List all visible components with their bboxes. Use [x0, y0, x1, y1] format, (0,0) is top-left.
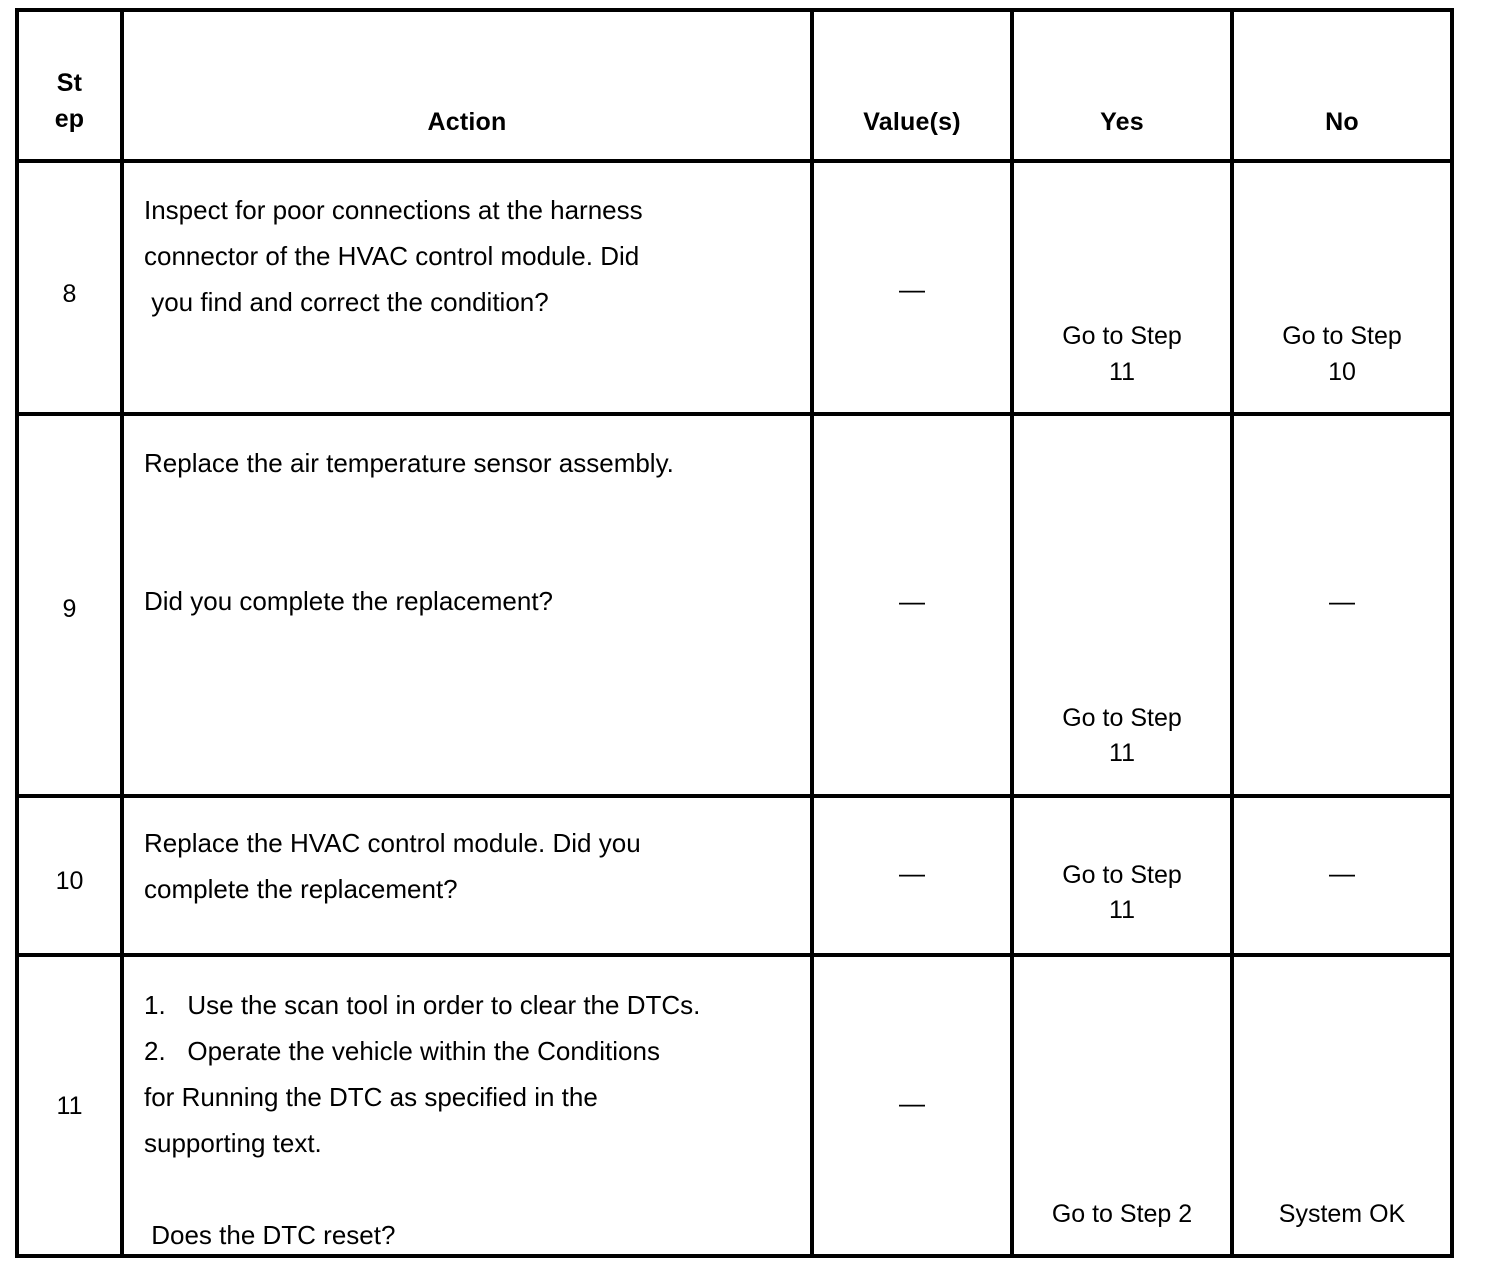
column-header-yes-line-1: Yes — [1100, 107, 1144, 136]
yes-line: 11 — [1109, 896, 1135, 925]
action-line: complete the replacement? — [144, 873, 458, 904]
value-cell: — — [810, 952, 1014, 1259]
action-line: you find and correct the condition? — [144, 287, 549, 317]
step-cell: 11 — [15, 952, 124, 1259]
step-cell: 8 — [15, 159, 124, 416]
column-header-no-label: No — [1234, 105, 1450, 140]
column-header-yes-label: Yes — [1014, 105, 1230, 140]
action-line: connector of the HVAC control module. Di… — [144, 241, 640, 271]
no-line: System OK — [1278, 1199, 1406, 1228]
value-cell: — — [810, 159, 1014, 416]
table-body: 8 Inspect for poor connections at the ha… — [15, 159, 1454, 1259]
column-header-yes: Yes — [1010, 8, 1234, 163]
yes-result: Go to Step 2 — [1014, 1197, 1230, 1233]
no-dash: — — [1329, 585, 1355, 616]
action-text: Inspect for poor connections at the harn… — [144, 187, 802, 325]
action-line: supporting text. — [144, 1127, 322, 1158]
no-result: Go to Step 10 — [1234, 319, 1450, 390]
yes-result: Go to Step 11 — [1014, 858, 1230, 929]
action-cell: 1. Use the scan tool in order to clear t… — [120, 952, 814, 1259]
table-row: 8 Inspect for poor connections at the ha… — [15, 159, 1454, 416]
no-cell: System OK — [1230, 952, 1454, 1259]
column-header-action: Action — [120, 8, 814, 163]
yes-cell: Go to Step 11 — [1010, 411, 1234, 798]
column-header-step: St ep — [15, 8, 124, 163]
diagnostic-table: St ep Action Value(s) Yes — [15, 8, 1454, 1259]
column-header-values: Value(s) — [810, 8, 1014, 163]
no-result: System OK — [1234, 1197, 1450, 1233]
action-line: Replace the air temperature sensor assem… — [144, 447, 674, 478]
yes-line: Go to Step — [1062, 322, 1182, 350]
table-row: 10 Replace the HVAC control module. Did … — [15, 793, 1454, 957]
action-text: Replace the HVAC control module. Did you… — [144, 820, 802, 912]
action-cell: Replace the air temperature sensor assem… — [120, 411, 814, 798]
value-dash: — — [899, 585, 925, 616]
value-cell: — — [810, 793, 1014, 957]
step-number: 9 — [62, 594, 77, 623]
value-dash: — — [899, 857, 925, 888]
action-line: 1. Use the scan tool in order to clear t… — [144, 989, 701, 1020]
action-line: Did you complete the replacement? — [144, 585, 554, 616]
no-dash: — — [1329, 857, 1355, 888]
yes-cell: Go to Step 11 — [1010, 159, 1234, 416]
no-cell: Go to Step 10 — [1230, 159, 1454, 416]
yes-result: Go to Step 11 — [1014, 319, 1230, 390]
column-header-action-label: Action — [124, 105, 810, 140]
yes-result: Go to Step 11 — [1014, 701, 1230, 772]
step-cell: 10 — [15, 793, 124, 957]
step-number: 11 — [56, 1091, 83, 1120]
value-cell: — — [810, 411, 1014, 798]
column-header-no: No — [1230, 8, 1454, 163]
yes-line: 11 — [1109, 357, 1135, 386]
column-header-step-line-2: ep — [54, 104, 85, 133]
yes-cell: Go to Step 11 — [1010, 793, 1234, 957]
yes-line: 11 — [1109, 739, 1135, 768]
no-line: 10 — [1328, 357, 1356, 386]
action-line: for Running the DTC as specified in the — [144, 1081, 598, 1112]
table-row: 9 Replace the air temperature sensor ass… — [15, 411, 1454, 798]
column-header-step-label: St ep — [19, 65, 120, 138]
action-cell: Replace the HVAC control module. Did you… — [120, 793, 814, 957]
column-header-no-line-1: No — [1325, 107, 1359, 136]
step-number: 10 — [55, 866, 84, 895]
action-text: Replace the air temperature sensor assem… — [144, 440, 802, 624]
yes-cell: Go to Step 2 — [1010, 952, 1234, 1259]
action-line: 2. Operate the vehicle within the Condit… — [144, 1035, 660, 1066]
action-cell: Inspect for poor connections at the harn… — [120, 159, 814, 416]
yes-line: Go to Step 2 — [1051, 1199, 1193, 1228]
no-line: Go to Step — [1282, 322, 1402, 350]
column-header-values-label: Value(s) — [814, 105, 1010, 140]
action-line: Does the DTC reset? — [144, 1219, 396, 1250]
header-row: St ep Action Value(s) Yes — [15, 8, 1454, 163]
yes-line: Go to Step — [1062, 703, 1182, 732]
action-line: Inspect for poor connections at the harn… — [144, 195, 643, 225]
action-line: Replace the HVAC control module. Did you — [144, 827, 641, 858]
action-text: 1. Use the scan tool in order to clear t… — [144, 982, 802, 1258]
column-header-action-line-1: Action — [427, 107, 507, 136]
column-header-step-line-1: St — [56, 68, 83, 97]
value-dash: — — [899, 1087, 925, 1118]
table-header: St ep Action Value(s) Yes — [15, 8, 1454, 163]
no-cell: — — [1230, 793, 1454, 957]
no-cell: — — [1230, 411, 1454, 798]
step-number: 8 — [62, 280, 77, 308]
table-row: 11 1. Use the scan tool in order to clea… — [15, 952, 1454, 1259]
value-dash: — — [899, 274, 925, 304]
step-cell: 9 — [15, 411, 124, 798]
yes-line: Go to Step — [1062, 860, 1182, 889]
column-header-values-line-1: Value(s) — [863, 107, 961, 136]
